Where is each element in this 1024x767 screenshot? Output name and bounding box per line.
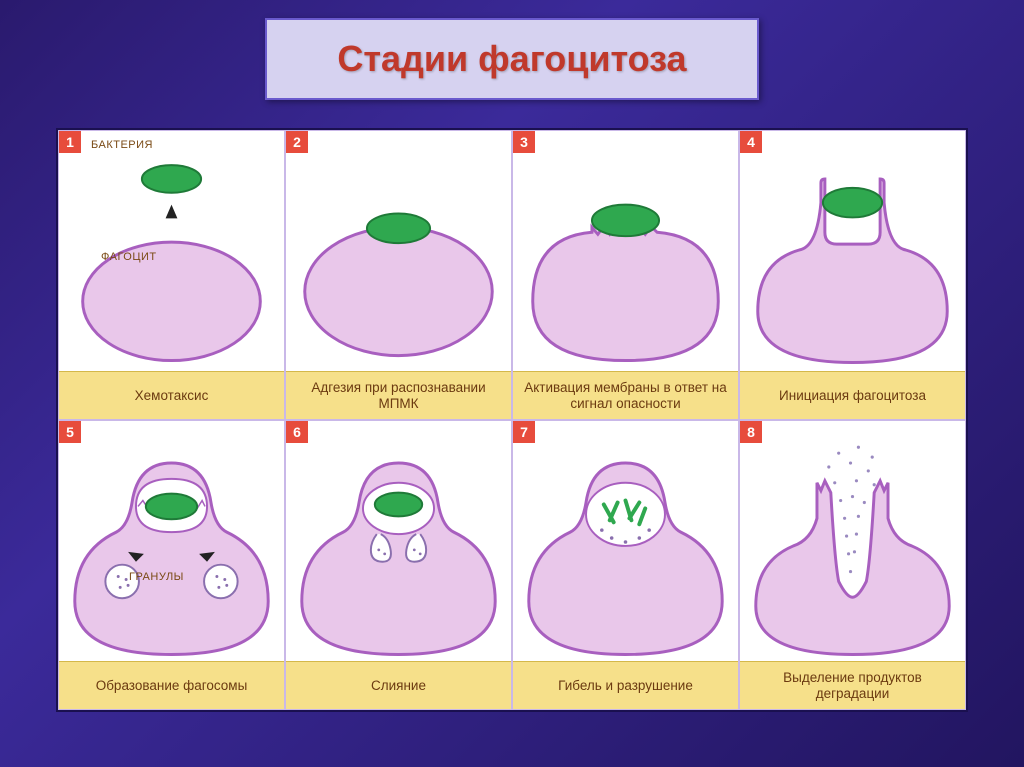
cell-icon xyxy=(286,131,511,371)
cell-icon xyxy=(286,421,511,661)
panel-drawing xyxy=(286,421,511,661)
title-wrap: Стадии фагоцитоза xyxy=(0,18,1024,100)
panel-caption: Слияние xyxy=(286,661,511,709)
panel-caption: Хемотаксис xyxy=(59,371,284,419)
phagocyte-label: ФАГОЦИТ xyxy=(101,251,157,263)
cell-icon xyxy=(513,421,738,661)
panel-caption: Выделение продуктов деградации xyxy=(740,661,965,709)
panel-caption: Активация мембраны в ответ на сигнал опа… xyxy=(513,371,738,419)
slide: Стадии фагоцитоза 1 БАКТЕРИЯ ФАГОЦИТ Хем… xyxy=(0,0,1024,767)
panel-drawing: БАКТЕРИЯ ФАГОЦИТ xyxy=(59,131,284,371)
panel-drawing xyxy=(740,421,965,661)
panel-4: 4 Инициация фагоцитоза xyxy=(739,130,966,420)
panel-drawing: ГРАНУЛЫ xyxy=(59,421,284,661)
panel-drawing xyxy=(513,131,738,371)
panel-1: 1 БАКТЕРИЯ ФАГОЦИТ Хемотаксис xyxy=(58,130,285,420)
cell-icon xyxy=(740,131,965,371)
cell-icon xyxy=(740,421,965,661)
phagocytosis-figure: 1 БАКТЕРИЯ ФАГОЦИТ Хемотаксис 2 xyxy=(56,128,968,712)
granules-label: ГРАНУЛЫ xyxy=(129,571,184,583)
panel-drawing xyxy=(740,131,965,371)
panel-6: 6 Слияние xyxy=(285,420,512,710)
cell-icon xyxy=(59,421,284,661)
panel-drawing xyxy=(286,131,511,371)
panel-grid: 1 БАКТЕРИЯ ФАГОЦИТ Хемотаксис 2 xyxy=(58,130,966,710)
panel-caption: Инициация фагоцитоза xyxy=(740,371,965,419)
bacterium-label: БАКТЕРИЯ xyxy=(91,139,153,151)
panel-5: 5 ГРАНУЛЫ Об xyxy=(58,420,285,710)
title-box: Стадии фагоцитоза xyxy=(265,18,758,100)
panel-caption: Гибель и разрушение xyxy=(513,661,738,709)
cell-icon xyxy=(513,131,738,371)
panel-caption: Образование фагосомы xyxy=(59,661,284,709)
cell-icon xyxy=(59,131,284,371)
title-text: Стадии фагоцитоза xyxy=(337,38,686,79)
panel-7: 7 Гибель и р xyxy=(512,420,739,710)
panel-3: 3 Активация мембраны в ответ на сигнал о… xyxy=(512,130,739,420)
panel-caption: Адгезия при распознавании МПМК xyxy=(286,371,511,419)
panel-drawing xyxy=(513,421,738,661)
panel-8: 8 xyxy=(739,420,966,710)
panel-2: 2 Адгезия при распознавании МПМК xyxy=(285,130,512,420)
